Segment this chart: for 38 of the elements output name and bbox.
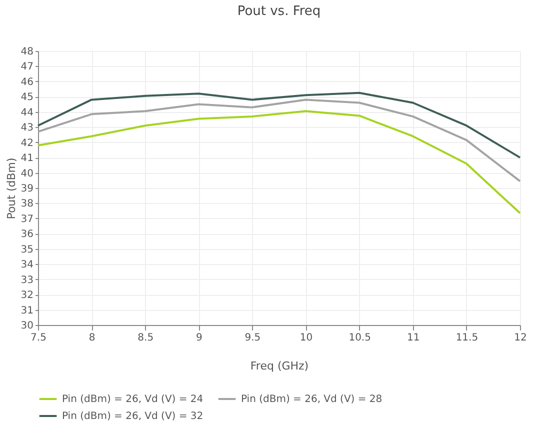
x-tick-label: 12 [514,332,527,344]
y-tick-label: 35 [20,244,34,256]
y-tick-label: 44 [20,107,34,118]
x-tick-label: 8 [88,332,96,344]
y-tick-label: 36 [20,229,34,240]
y-tick-label: 37 [20,214,34,225]
x-tick-label: 11 [407,332,420,344]
chart-title: Pout vs. Freq [237,4,321,19]
y-tick-label: 45 [20,92,34,104]
y-tick-label: 48 [20,46,34,58]
y-tick-label: 38 [20,198,34,210]
y-tick-label: 34 [20,260,34,271]
y-tick-label: 31 [20,305,34,316]
x-tick-label: 9 [196,332,202,344]
y-tick-label: 32 [20,290,34,302]
y-tick-label: 42 [20,138,34,149]
y-tick-label: 30 [20,320,34,332]
y-tick-label: 47 [20,62,34,73]
y-tick-label: 39 [20,184,34,194]
x-tick-label: 10.5 [348,332,371,344]
y-tick-label: 40 [20,168,34,180]
y-tick-label: 46 [20,76,34,88]
y-axis-title: Pout (dBm) [4,158,18,220]
line-series [37,98,521,182]
legend-label: Pin (dBm) = 26, Vd (V) = 28 [241,394,382,405]
line-series [37,110,521,214]
x-tick-label: 10 [300,332,313,344]
y-tick-label: 33 [20,274,34,286]
x-tick-label: 7.5 [30,332,46,344]
legend-label: Pin (dBm) = 26, Vd (V) = 32 [62,411,204,422]
x-tick-label: 8.5 [138,332,154,344]
y-tick-label: 43 [20,122,34,134]
legend-label: Pin (dBm) = 26, Vd (V) = 24 [62,394,204,405]
x-tick-label: 9.5 [244,332,261,344]
x-tick-label: 11.5 [456,332,478,344]
x-axis-title: Freq (GHz) [250,360,309,372]
line-series [37,92,521,159]
y-tick-label: 41 [20,153,34,164]
